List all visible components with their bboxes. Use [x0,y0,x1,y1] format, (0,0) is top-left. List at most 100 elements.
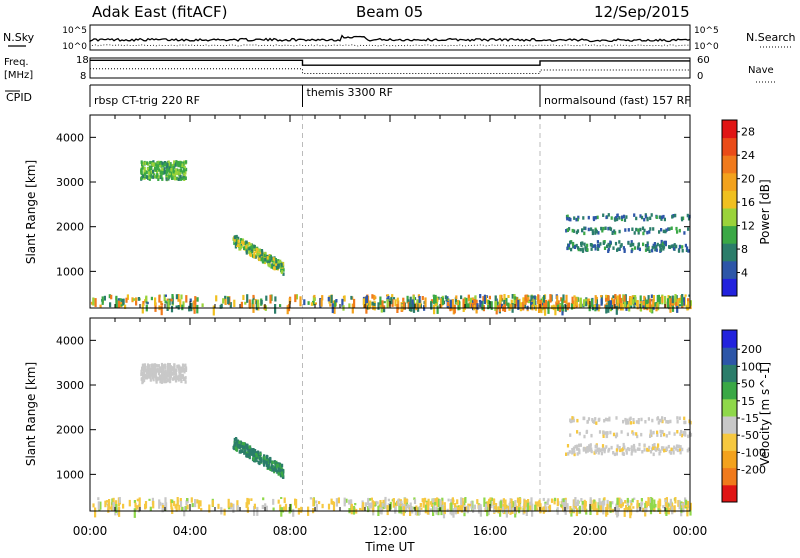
range-gate-cell [224,298,227,305]
range-gate-cell [623,507,626,517]
range-gate-cell [676,448,679,453]
range-gate-cell [680,297,684,307]
range-gate-cell [633,213,636,217]
range-gate-cell [530,301,533,305]
range-gate-cell [660,228,663,232]
range-gate-cell [170,167,173,172]
range-gate-cell [447,301,450,306]
range-gate-cell [229,302,232,308]
range-gate-cell [664,229,667,234]
range-gate-cell [258,257,261,262]
range-gate-cell [499,294,502,304]
range-gate-cell [636,500,639,509]
range-gate-cell [605,434,609,438]
range-gate-cell [596,215,599,220]
range-gate-cell [650,431,653,435]
range-gate-cell [138,504,141,511]
range-gate-cell [594,501,597,512]
range-gate-cell [606,508,609,515]
range-gate-cell [140,160,143,164]
range-gate-cell [658,418,661,423]
range-gate-cell [524,294,527,305]
range-gate-cell [280,270,284,274]
range-gate-cell [590,243,593,247]
range-gate-cell [183,165,186,170]
range-gate-cell [476,303,479,310]
range-gate-cell [625,301,629,305]
range-gate-cell [615,448,618,452]
range-gate-cell [584,505,587,513]
range-gate-cell [590,447,593,451]
range-gate-cell [370,502,373,509]
range-gate-cell [585,450,588,454]
range-gate-cell [502,305,505,312]
range-gate-cell [634,449,637,453]
range-gate-cell [616,507,620,517]
range-gate-cell [303,299,306,306]
range-gate-cell [487,299,490,305]
range-gate-cell [365,295,369,304]
range-gate-cell [175,176,178,181]
colorbar-swatch [722,484,737,503]
range-gate-cell [184,176,187,180]
range-gate-cell [154,166,157,170]
range-gate-cell [647,497,650,506]
range-gate-cell [575,447,578,451]
range-gate-cell [162,373,165,377]
range-gate-cell [637,228,640,232]
range-gate-cell [672,449,675,453]
range-gate-cell [566,228,569,232]
range-gate-cell [268,263,271,267]
range-gate-cell [642,300,645,306]
range-gate-cell [654,302,657,307]
colorbar-tick-label: 50 [741,378,755,391]
colorbar-tick-label: -100 [741,446,766,459]
range-gate-cell [354,503,357,506]
range-gate-cell [411,299,414,309]
range-gate-cell [179,375,182,380]
range-gate-cell [652,430,655,435]
range-gate-cell [675,298,678,307]
range-gate-cell [625,215,628,219]
range-gate-cell [659,244,662,248]
range-gate-cell [320,299,323,307]
range-gate-cell [166,168,169,172]
range-gate-cell [684,243,687,248]
range-gate-cell [607,213,610,217]
range-gate-cell [463,502,466,505]
range-gate-cell [182,176,185,180]
range-gate-cell [536,508,539,512]
range-gate-cell [611,501,614,505]
range-gate-cell [350,503,353,513]
range-gate-cell [265,505,268,512]
range-gate-cell [677,444,680,449]
range-gate-cell [678,304,681,307]
range-gate-cell [173,366,176,370]
range-gate-cell [168,171,171,176]
range-gate-cell [626,301,629,309]
range-gate-cell [664,240,667,245]
range-gate-cell [243,442,246,446]
x-tick-labels: 00:00 04:00 08:00 12:00 16:00 20:00 00:00 [73,524,708,538]
range-gate-cell [279,468,282,473]
range-gate-cell [571,419,574,423]
range-gate-cell [235,234,238,239]
range-gate-cell [264,258,267,262]
range-gate-cell [459,505,462,512]
range-gate-cell [253,458,256,463]
range-gate-cell [622,294,625,302]
range-gate-cell [494,301,497,311]
range-gate-cell [586,420,589,424]
nave-tick-bottom: 0 [697,71,703,82]
range-gate-cell [593,451,596,455]
range-gate-cell [576,229,580,233]
range-gate-cell [634,295,637,298]
range-gate-cell [648,445,651,450]
range-gate-cell [640,417,643,422]
x-tick-label: 00:00 [73,524,108,538]
range-gate-cell [401,304,404,307]
range-gate-cell [159,163,162,168]
range-gate-cell [237,236,240,241]
velocity-colorbar-label: Velocity [m s^-1] [758,362,772,466]
range-gate-cell [647,448,650,452]
